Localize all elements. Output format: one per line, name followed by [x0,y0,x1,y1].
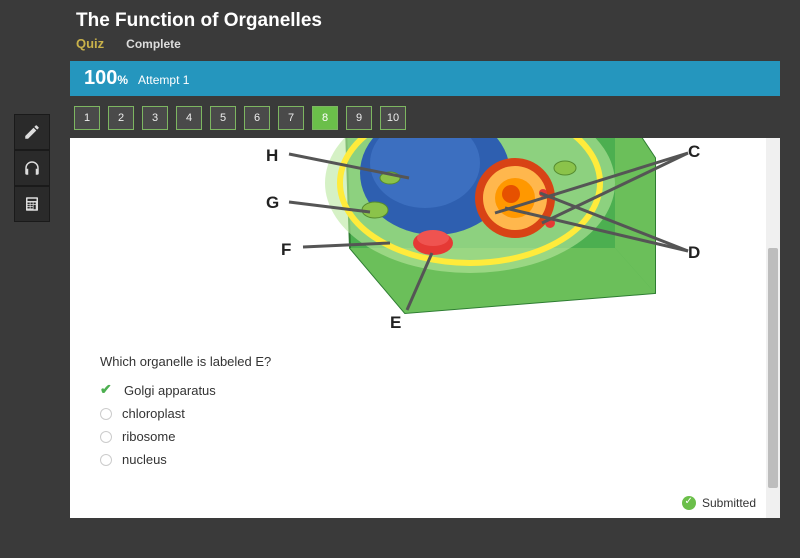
check-circle-icon [682,496,696,510]
score-value: 100% [84,67,128,90]
headphones-icon [23,159,41,177]
option-label: ribosome [122,429,175,444]
correct-check-icon [100,384,114,398]
option-2[interactable]: ribosome [100,425,750,448]
option-0[interactable]: Golgi apparatus [100,379,750,402]
header: The Function of Organelles Quiz Complete [60,0,790,57]
diagram-label-H: H [266,146,278,166]
option-label: chloroplast [122,406,185,421]
question-nav-7[interactable]: 7 [278,106,304,130]
question-nav-10[interactable]: 10 [380,106,406,130]
question-nav-8[interactable]: 8 [312,106,338,130]
headphones-tool-button[interactable] [14,150,50,186]
pencil-icon [23,123,41,141]
question-nav-1[interactable]: 1 [74,106,100,130]
question-nav-2[interactable]: 2 [108,106,134,130]
question-nav-6[interactable]: 6 [244,106,270,130]
question-nav-9[interactable]: 9 [346,106,372,130]
radio-icon [100,454,112,466]
page-title: The Function of Organelles [76,10,774,32]
quiz-label: Quiz [76,36,104,51]
content-area: H G F E C D Which organelle is labeled E? Gol… [70,138,780,518]
question-nav-3[interactable]: 3 [142,106,168,130]
question-nav: 123456789 10 [60,96,790,138]
question-nav-4[interactable]: 4 [176,106,202,130]
option-3[interactable]: nucleus [100,448,750,471]
question-nav-5[interactable]: 5 [210,106,236,130]
status-text: Submitted [702,496,756,510]
score-bar: 100% Attempt 1 [70,61,780,96]
calculator-icon [23,195,41,213]
scrollbar-thumb[interactable] [768,248,778,488]
scrollbar-track[interactable] [766,138,780,518]
diagram-label-D: D [688,243,700,263]
option-1[interactable]: chloroplast [100,402,750,425]
calculator-tool-button[interactable] [14,186,50,222]
complete-label: Complete [126,37,181,51]
answer-options: Golgi apparatus chloroplast ribosome nucleu… [70,373,780,477]
diagram-label-F: F [281,240,291,260]
question-text: Which organelle is labeled E? [70,338,780,373]
diagram-label-E: E [390,313,401,333]
main-panel: The Function of Organelles Quiz Complete… [60,0,790,558]
radio-icon [100,408,112,420]
toolbox [14,114,50,222]
cell-diagram: H G F E C D [70,138,780,338]
diagram-label-C: C [688,142,700,162]
option-label: nucleus [122,452,167,467]
sub-header: Quiz Complete [76,36,774,51]
diagram-svg [70,138,780,338]
pencil-tool-button[interactable] [14,114,50,150]
radio-icon [100,431,112,443]
attempt-label: Attempt 1 [138,73,189,87]
status-footer: Submitted [682,496,756,510]
diagram-label-G: G [266,193,279,213]
option-label: Golgi apparatus [124,383,216,398]
